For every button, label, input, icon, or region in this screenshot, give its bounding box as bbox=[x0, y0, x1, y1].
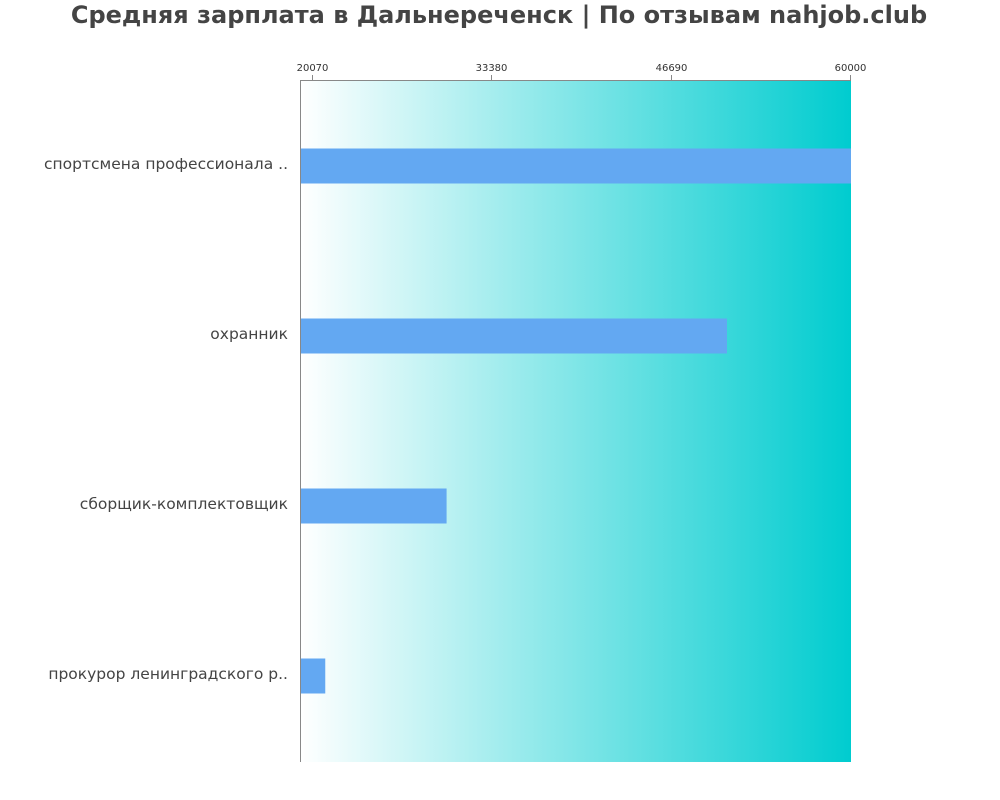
bar-0 bbox=[300, 148, 851, 184]
bars-layer bbox=[300, 148, 851, 694]
bar-2 bbox=[300, 488, 447, 524]
category-label-1: охранник bbox=[210, 325, 288, 343]
bar-3 bbox=[300, 658, 326, 694]
chart-title: Средняя зарплата в Дальнереченск | По от… bbox=[70, 1, 928, 29]
x-axis-ticks: 20070 33380 46690 60000 bbox=[297, 63, 867, 80]
x-tick-label-1: 33380 bbox=[476, 63, 508, 74]
x-tick-label-2: 46690 bbox=[656, 63, 688, 74]
x-tick-label-3: 60000 bbox=[835, 63, 867, 74]
category-labels: спортсмена профессионала .. охранник сборщ… bbox=[44, 155, 288, 683]
bar-1 bbox=[300, 318, 727, 354]
plot-area-background bbox=[300, 80, 851, 762]
x-tick-label-0: 20070 bbox=[297, 63, 329, 74]
category-label-2: сборщик-комплектовщик bbox=[80, 495, 288, 513]
category-label-3: прокурор ленинградского р.. bbox=[48, 665, 288, 683]
category-label-0: спортсмена профессионала .. bbox=[44, 155, 288, 173]
